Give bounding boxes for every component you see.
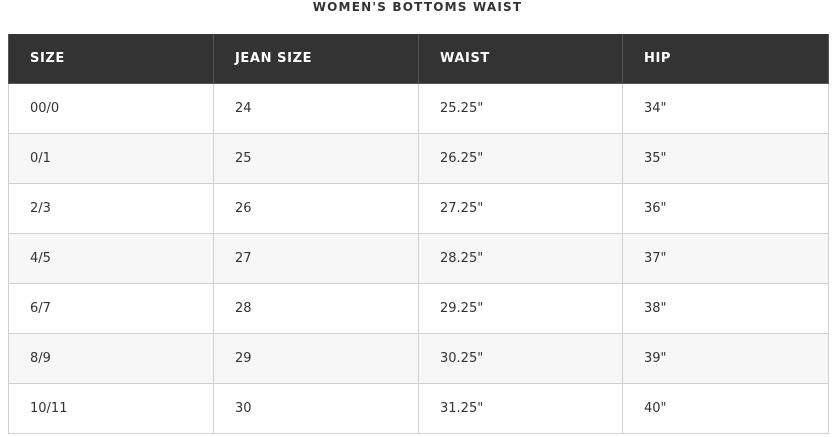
cell-waist: 30.25" [418,333,623,384]
cell-jean-size: 28 [213,283,419,334]
cell-jean-size: 30 [213,383,419,434]
cell-size: 00/0 [8,83,214,134]
table-header-row: SIZE JEAN SIZE WAIST HIP [8,34,829,84]
cell-size: 8/9 [8,333,214,384]
cell-size: 4/5 [8,233,214,284]
cell-jean-size: 24 [213,83,419,134]
cell-waist: 25.25" [418,83,623,134]
table-row: 6/7 28 29.25" 38" [8,283,829,334]
header-size: SIZE [8,34,214,84]
table-title: WOMEN'S BOTTOMS WAIST [312,0,523,14]
cell-hip: 37" [622,233,829,284]
cell-waist: 28.25" [418,233,623,284]
cell-hip: 35" [622,133,829,184]
table-row: 8/9 29 30.25" 39" [8,333,829,384]
cell-hip: 40" [622,383,829,434]
table-row: 4/5 27 28.25" 37" [8,233,829,284]
cell-size: 2/3 [8,183,214,234]
header-jean-size: JEAN SIZE [213,34,419,84]
size-chart-table: SIZE JEAN SIZE WAIST HIP 00/0 24 25.25" 34"… [8,34,829,434]
table-row: 10/11 30 31.25" 40" [8,383,829,434]
table-row: 0/1 25 26.25" 35" [8,133,829,184]
cell-size: 0/1 [8,133,214,184]
cell-hip: 39" [622,333,829,384]
header-waist: WAIST [418,34,623,84]
cell-jean-size: 27 [213,233,419,284]
cell-hip: 36" [622,183,829,234]
cell-waist: 31.25" [418,383,623,434]
header-hip: HIP [622,34,829,84]
table-row: 2/3 26 27.25" 36" [8,183,829,234]
cell-size: 10/11 [8,383,214,434]
cell-hip: 34" [622,83,829,134]
cell-jean-size: 25 [213,133,419,184]
table-row: 00/0 24 25.25" 34" [8,83,829,134]
cell-size: 6/7 [8,283,214,334]
cell-waist: 26.25" [418,133,623,184]
cell-jean-size: 29 [213,333,419,384]
cell-waist: 29.25" [418,283,623,334]
cell-hip: 38" [622,283,829,334]
cell-jean-size: 26 [213,183,419,234]
cell-waist: 27.25" [418,183,623,234]
